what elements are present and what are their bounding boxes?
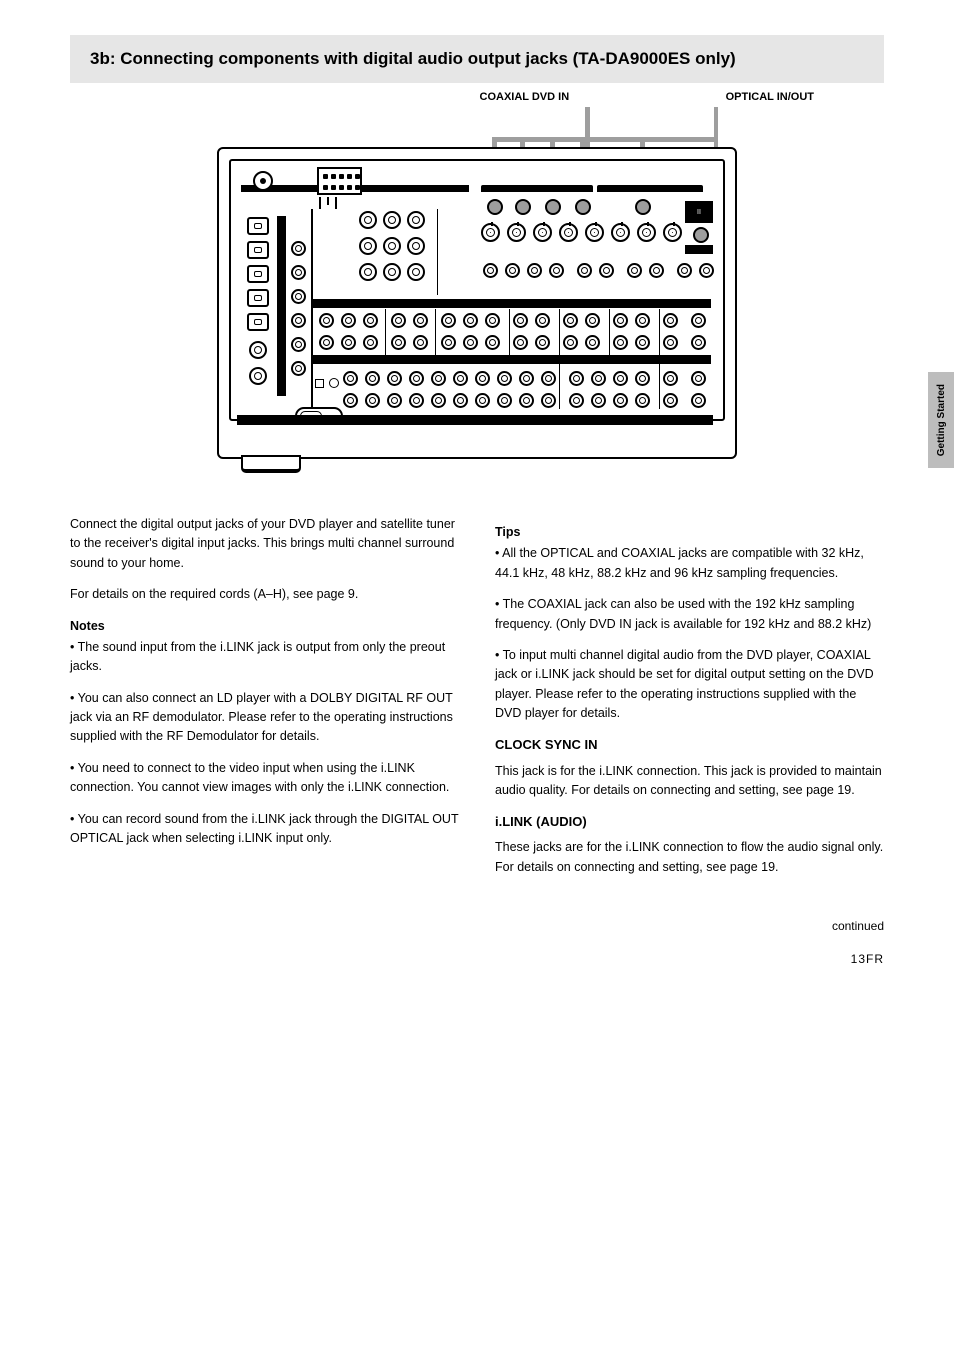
tip-2: • The COAXIAL jack can also be used with… [495, 595, 884, 634]
tip-3: • To input multi channel digital audio f… [495, 646, 884, 724]
note-3: • You need to connect to the video input… [70, 759, 459, 798]
rear-panel-diagram: II [70, 107, 884, 467]
column-right: Tips • All the OPTICAL and COAXIAL jacks… [495, 515, 884, 968]
page-root: 3b: Connecting components with digital a… [0, 0, 954, 1008]
section-title: 3b: Connecting components with digital a… [90, 49, 736, 68]
tip-1: • All the OPTICAL and COAXIAL jacks are … [495, 544, 884, 583]
intro-p2: For details on the required cords (A–H),… [70, 585, 459, 604]
ilink-heading: i.LINK (AUDIO) [495, 812, 884, 832]
note-1: • The sound input from the i.LINK jack i… [70, 638, 459, 677]
note-4: • You can record sound from the i.LINK j… [70, 810, 459, 849]
clock-sync-text: This jack is for the i.LINK connection. … [495, 762, 884, 801]
callout-optical: OPTICAL IN/OUT [726, 91, 814, 103]
body-columns: Connect the digital output jacks of your… [70, 515, 884, 968]
chassis-outline: II [217, 147, 737, 459]
intro-p1: Connect the digital output jacks of your… [70, 515, 459, 573]
page-number: 13FR [851, 952, 884, 966]
callout-coaxial: COAXIAL DVD IN [480, 91, 570, 103]
note-2: • You can also connect an LD player with… [70, 689, 459, 747]
column-left: Connect the digital output jacks of your… [70, 515, 459, 968]
notes-heading: Notes [70, 617, 459, 636]
side-tab: Getting Started [928, 372, 954, 468]
side-tab-label: Getting Started [936, 384, 947, 456]
continued-indicator: continued [832, 919, 884, 933]
ilink-text: These jacks are for the i.LINK connectio… [495, 838, 884, 877]
callout-row: . COAXIAL DVD IN OPTICAL IN/OUT [70, 91, 884, 107]
section-header: 3b: Connecting components with digital a… [70, 35, 884, 83]
tips-heading: Tips [495, 523, 884, 542]
clock-sync-heading: CLOCK SYNC IN [495, 735, 884, 755]
